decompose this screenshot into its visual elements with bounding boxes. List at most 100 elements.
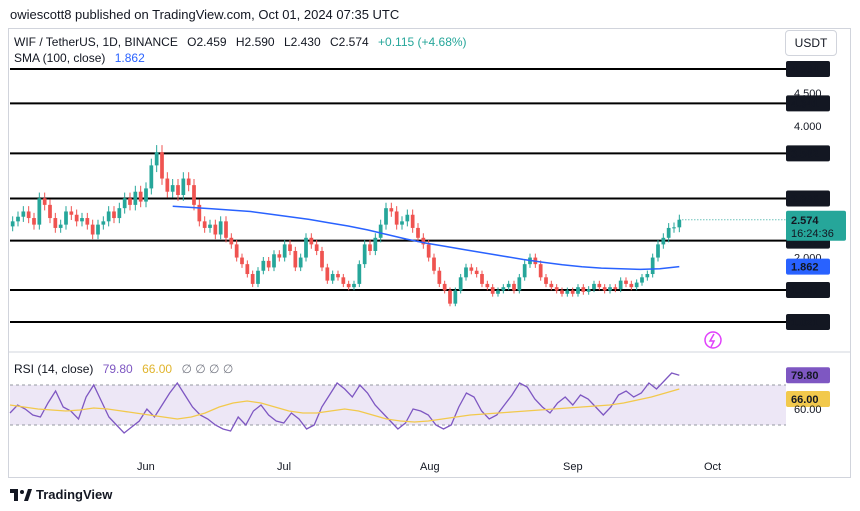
candle-body	[53, 218, 58, 228]
candle-body	[298, 257, 303, 268]
candle-body	[368, 244, 372, 251]
time-axis-label: Oct	[704, 461, 721, 473]
rsi-ma-line	[9, 388, 680, 423]
candle-body	[69, 211, 74, 215]
currency-button[interactable]: USDT	[785, 30, 837, 56]
time-axis-label: Aug	[420, 461, 440, 473]
candle-body	[272, 254, 276, 268]
candle-body	[624, 280, 628, 284]
candle-body	[677, 219, 682, 228]
time-axis-label: Jul	[277, 461, 291, 473]
sma-label[interactable]: SMA (100, close)	[14, 51, 106, 65]
candle-body	[560, 290, 564, 294]
tradingview-logo-text: TradingView	[36, 487, 113, 502]
candle-body	[48, 204, 52, 219]
candle-body	[112, 211, 116, 219]
tradingview-logo[interactable]: TradingView	[10, 487, 112, 502]
candle-body	[640, 277, 644, 283]
level-label: 2.896	[791, 194, 819, 206]
rsi-tick-label: 60.00	[794, 404, 822, 416]
rsi-extra-values: ∅ ∅ ∅ ∅	[181, 362, 234, 376]
sma-value: 1.862	[114, 51, 145, 65]
time-axis-label: Sep	[563, 461, 583, 473]
candle-body	[336, 274, 340, 278]
candle-body	[202, 221, 207, 228]
candle-body	[64, 211, 68, 225]
candle-body	[517, 277, 522, 291]
candle-body	[421, 237, 426, 245]
level-label-box	[786, 314, 830, 331]
level-label-box	[786, 60, 830, 77]
candle-body	[538, 264, 543, 278]
candle-body	[405, 214, 410, 222]
candle-body	[432, 257, 436, 271]
rsi-line	[9, 372, 680, 434]
candle-body	[32, 218, 36, 225]
candle-body	[608, 287, 612, 291]
candle-body	[277, 254, 282, 258]
candle-body	[618, 280, 623, 290]
candle-body	[602, 287, 607, 291]
candle-body	[330, 274, 335, 281]
rsi-axis-value: 79.80	[791, 370, 819, 382]
level-label: 3.582	[791, 148, 819, 160]
candle-body	[149, 165, 154, 189]
candle-body	[570, 290, 575, 294]
chart-frame	[8, 28, 851, 478]
candle-body	[181, 178, 186, 195]
candle-body	[650, 257, 655, 275]
candle-body	[138, 191, 143, 202]
level-label: 1.507	[791, 285, 819, 297]
rsi-value-box	[786, 367, 830, 384]
candle-body	[170, 185, 175, 192]
candle-body	[314, 244, 319, 251]
candle-body	[485, 283, 490, 288]
sma-legend: SMA (100, close) 1.862	[14, 51, 145, 65]
candle-body	[346, 283, 351, 288]
candle-body	[224, 221, 228, 238]
candle-body	[213, 224, 218, 235]
candle-body	[586, 289, 591, 292]
candle-body	[37, 198, 42, 225]
candle-body	[656, 244, 660, 258]
candle-body	[101, 221, 106, 225]
candle-body	[320, 250, 324, 268]
candle-body	[442, 283, 447, 291]
level-label: 4.864	[791, 64, 819, 76]
candle-body	[592, 283, 596, 290]
rsi-label[interactable]: RSI (14, close)	[14, 362, 94, 376]
candle-body	[186, 178, 191, 186]
candle-body	[208, 224, 212, 228]
candle-body	[16, 216, 20, 222]
candle-body	[240, 257, 244, 265]
candle-body	[341, 277, 346, 284]
candle-body	[458, 277, 463, 291]
high-value: H2.590	[235, 35, 275, 49]
candle-body	[309, 237, 314, 245]
candle-body	[496, 290, 500, 294]
candle-body	[96, 224, 100, 235]
open-value: O2.459	[187, 35, 227, 49]
candle-body	[437, 270, 442, 284]
candle-body	[565, 290, 570, 294]
candle-body	[42, 198, 47, 205]
candle-body	[304, 237, 308, 258]
candle-body	[384, 208, 388, 225]
candle-body	[512, 283, 516, 291]
low-value: L2.430	[283, 35, 321, 49]
lightning-icon	[704, 331, 722, 349]
candle-body	[416, 227, 420, 238]
candle-body	[581, 287, 586, 292]
candle-body	[197, 204, 202, 222]
symbol-label[interactable]: WIF / TetherUS, 1D, BINANCE	[14, 35, 178, 49]
candle-body	[378, 224, 383, 238]
candle-body	[293, 250, 298, 268]
countdown-label: 16:24:36	[791, 228, 834, 240]
candle-body	[666, 227, 671, 238]
candle-body	[58, 224, 63, 228]
level-label-box	[786, 282, 830, 299]
candle-body	[629, 283, 634, 288]
candle-body	[128, 198, 132, 205]
main-legend: WIF / TetherUS, 1D, BINANCE O2.459 H2.59…	[14, 35, 467, 49]
